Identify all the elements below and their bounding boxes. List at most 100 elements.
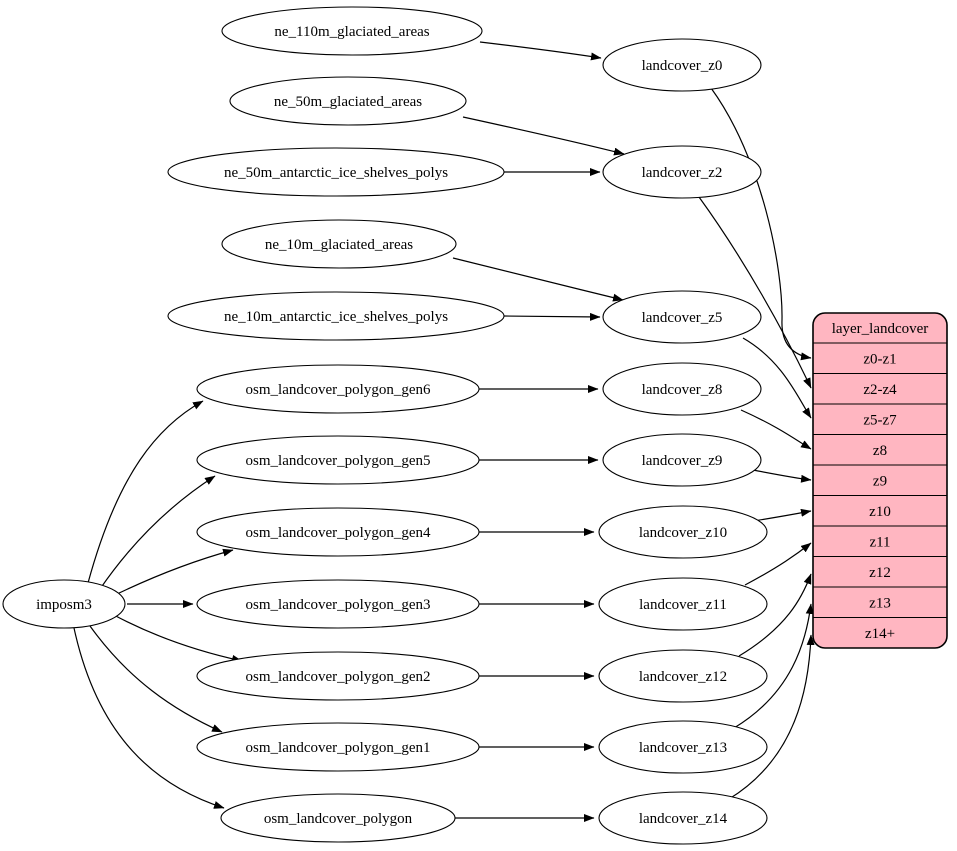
node-landcover_z10-label: landcover_z10 [639, 525, 727, 541]
edge-ne_50m_glaciated_areas-to-landcover_z2 [462, 116, 625, 156]
node-ne_10m_antarctic_ice_shelves_polys-ellipse [167, 291, 505, 341]
node-imposm3-label: imposm3 [36, 597, 92, 613]
node-landcover_z9-label: landcover_z9 [642, 453, 723, 469]
node-landcover_z14-label: landcover_z14 [639, 811, 728, 827]
edge-ne_10m_glaciated_areas-to-landcover_z5 [452, 257, 624, 302]
node-imposm3: imposm3 [2, 579, 126, 629]
node-landcover_z2: landcover_z2 [602, 145, 762, 199]
node-ne_110m_glaciated_areas-ellipse [221, 6, 483, 56]
node-ne_50m_glaciated_areas: ne_50m_glaciated_areas [229, 76, 467, 126]
node-landcover_z11-ellipse [598, 577, 768, 631]
record-node-body [812, 312, 948, 649]
node-osm_landcover_polygon_gen1-label: osm_landcover_polygon_gen1 [246, 740, 431, 756]
node-landcover_z10-ellipse [598, 505, 768, 559]
edge-landcover_z11-to-layer_landcover-z11 [744, 542, 812, 586]
node-osm_landcover_polygon_gen4: osm_landcover_polygon_gen4 [196, 507, 480, 557]
node-osm_landcover_polygon-ellipse [220, 793, 456, 843]
node-ne_50m_glaciated_areas-ellipse [229, 76, 467, 126]
edge-imposm3-to-osm_landcover_polygon_gen1 [89, 625, 223, 733]
node-ne_50m_antarctic_ice_shelves_polys-label: ne_50m_antarctic_ice_shelves_polys [224, 165, 448, 181]
node-osm_landcover_polygon_gen3: osm_landcover_polygon_gen3 [196, 579, 480, 629]
node-landcover_z14: landcover_z14 [598, 791, 768, 845]
edge-imposm3-to-osm_landcover_polygon_gen6 [87, 400, 204, 584]
node-landcover_z0: landcover_z0 [602, 38, 762, 92]
node-landcover_z5-ellipse [602, 290, 762, 344]
node-osm_landcover_polygon_gen1: osm_landcover_polygon_gen1 [196, 722, 480, 772]
node-osm_landcover_polygon_gen5: osm_landcover_polygon_gen5 [196, 435, 480, 485]
node-landcover_z2-label: landcover_z2 [642, 165, 723, 181]
node-landcover_z12-ellipse [598, 649, 768, 703]
record-row-z14+: z14+ [865, 626, 895, 642]
node-landcover_z12-label: landcover_z12 [639, 669, 727, 685]
node-ne_10m_antarctic_ice_shelves_polys-label: ne_10m_antarctic_ice_shelves_polys [224, 309, 448, 325]
record-row-z0-z1: z0-z1 [863, 351, 896, 367]
edge-landcover_z12-to-layer_landcover-z12 [738, 573, 812, 657]
node-osm_landcover_polygon-label: osm_landcover_polygon [264, 811, 413, 827]
edge-landcover_z8-to-layer_landcover-z8 [740, 409, 812, 450]
node-landcover_z8: landcover_z8 [602, 362, 762, 416]
node-landcover_z11-label: landcover_z11 [639, 597, 727, 613]
node-landcover_z9: landcover_z9 [602, 433, 762, 487]
record-node-layer_landcover: layer_landcover z0-z1 z2-z4 z5-z7 z8 z9 z10 z11… [812, 312, 948, 649]
edge-imposm3-to-osm_landcover_polygon_gen2 [111, 613, 243, 663]
node-osm_landcover_polygon_gen3-label: osm_landcover_polygon_gen3 [246, 597, 431, 613]
node-osm_landcover_polygon_gen5-label: osm_landcover_polygon_gen5 [246, 453, 431, 469]
node-landcover_z13: landcover_z13 [598, 720, 768, 774]
record-title: layer_landcover [832, 321, 929, 337]
record-row-z8: z8 [873, 443, 887, 459]
node-osm_landcover_polygon_gen3-ellipse [196, 579, 480, 629]
record-row-z13: z13 [869, 595, 891, 611]
edge-landcover_z14-to-layer_landcover-z14+ [728, 634, 815, 800]
edge-imposm3-to-osm_landcover_polygon [73, 627, 225, 809]
node-ne_50m_antarctic_ice_shelves_polys-ellipse [167, 147, 505, 197]
node-osm_landcover_polygon_gen2: osm_landcover_polygon_gen2 [196, 651, 480, 701]
node-osm_landcover_polygon: osm_landcover_polygon [220, 793, 456, 843]
edge-landcover_z9-to-layer_landcover-z9 [752, 469, 812, 483]
node-ne_10m_glaciated_areas-label: ne_10m_glaciated_areas [265, 237, 413, 253]
record-row-z12: z12 [869, 565, 891, 581]
node-osm_landcover_polygon_gen4-ellipse [196, 507, 480, 557]
node-landcover_z13-ellipse [598, 720, 768, 774]
node-osm_landcover_polygon_gen5-ellipse [196, 435, 480, 485]
node-ne_110m_glaciated_areas: ne_110m_glaciated_areas [221, 6, 483, 56]
node-landcover_z13-label: landcover_z13 [639, 740, 727, 756]
node-landcover_z12: landcover_z12 [598, 649, 768, 703]
record-row-z2-z4: z2-z4 [863, 382, 897, 398]
record-node-layer: layer_landcover z0-z1 z2-z4 z5-z7 z8 z9 z10 z11… [812, 312, 948, 649]
record-row-z5-z7: z5-z7 [863, 412, 897, 428]
edge-landcover_z13-to-layer_landcover-z13 [733, 603, 814, 729]
node-ne_10m_antarctic_ice_shelves_polys: ne_10m_antarctic_ice_shelves_polys [167, 291, 505, 341]
node-landcover_z10: landcover_z10 [598, 505, 768, 559]
node-landcover_z8-label: landcover_z8 [642, 382, 723, 398]
node-imposm3-ellipse [2, 579, 126, 629]
node-landcover_z5-label: landcover_z5 [642, 310, 723, 326]
record-row-z11: z11 [869, 534, 890, 550]
record-row-z9: z9 [873, 473, 887, 489]
edge-ne_110m_glaciated_areas-to-landcover_z0 [479, 41, 602, 61]
node-osm_landcover_polygon_gen2-ellipse [196, 651, 480, 701]
node-landcover_z8-ellipse [602, 362, 762, 416]
node-landcover_z0-ellipse [602, 38, 762, 92]
node-osm_landcover_polygon_gen6: osm_landcover_polygon_gen6 [196, 364, 480, 414]
edge-imposm3-to-osm_landcover_polygon_gen4 [112, 548, 234, 597]
node-ne_10m_glaciated_areas-ellipse [221, 219, 457, 269]
edge-imposm3-to-osm_landcover_polygon_gen5 [99, 475, 216, 590]
node-osm_landcover_polygon_gen2-label: osm_landcover_polygon_gen2 [246, 669, 431, 685]
node-ne_10m_glaciated_areas: ne_10m_glaciated_areas [221, 219, 457, 269]
node-ne_50m_antarctic_ice_shelves_polys: ne_50m_antarctic_ice_shelves_polys [167, 147, 505, 197]
node-landcover_z11: landcover_z11 [598, 577, 768, 631]
node-osm_landcover_polygon_gen6-label: osm_landcover_polygon_gen6 [246, 382, 431, 398]
edge-landcover_z10-to-layer_landcover-z10 [752, 508, 812, 522]
edge-ne_10m_antarctic_ice_shelves_polys-to-landcover_z5 [503, 312, 601, 321]
record-row-z10: z10 [869, 504, 891, 520]
node-landcover_z2-ellipse [602, 145, 762, 199]
node-landcover_z14-ellipse [598, 791, 768, 845]
edge-landcover_z2-to-layer_landcover-z2-z4 [698, 196, 812, 389]
ellipse-node-layer: imposm3 ne_110m_glaciated_areas ne_50m_gla… [2, 6, 768, 845]
node-landcover_z0-label: landcover_z0 [642, 58, 723, 74]
edge-landcover_z5-to-layer_landcover-z5-z7 [742, 337, 812, 419]
node-osm_landcover_polygon_gen1-ellipse [196, 722, 480, 772]
node-osm_landcover_polygon_gen6-ellipse [196, 364, 480, 414]
